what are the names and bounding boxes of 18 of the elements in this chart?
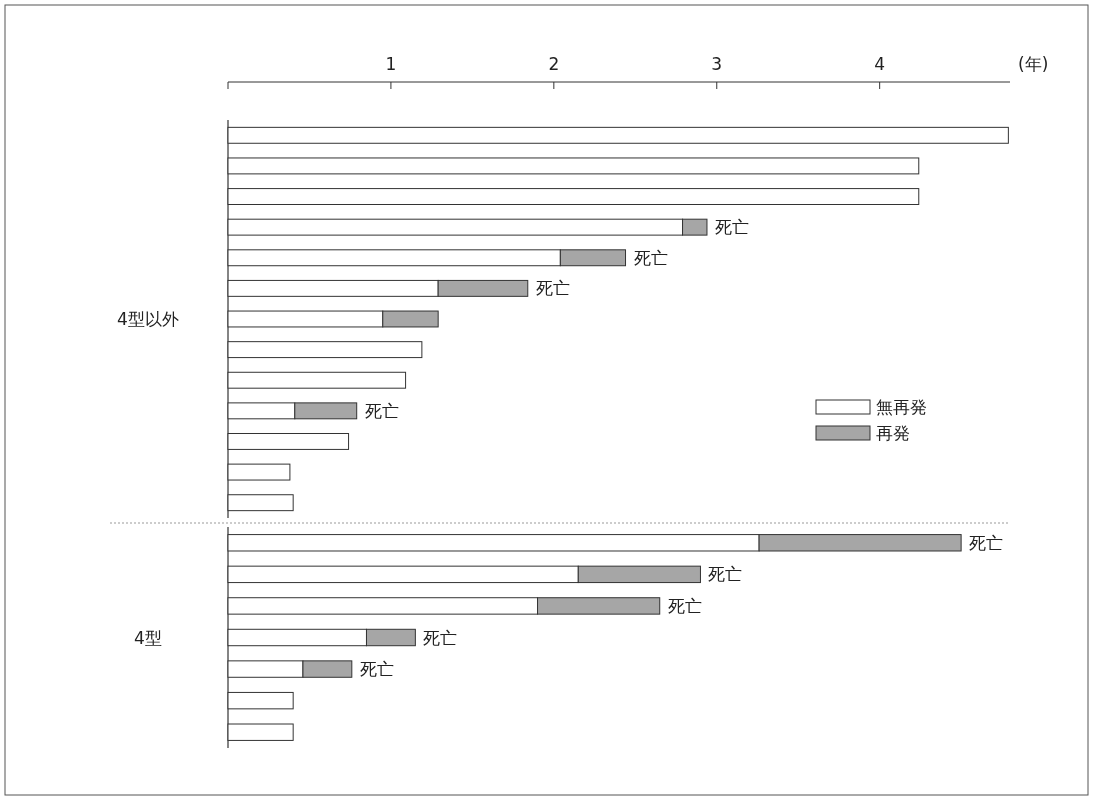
legend-label: 再発 xyxy=(876,423,910,443)
data-label: 死亡 xyxy=(423,627,458,648)
x-axis-title: (年) xyxy=(1018,54,1049,74)
y-axis-title: 4型 xyxy=(134,627,162,648)
data-label: 死亡 xyxy=(969,532,1004,553)
x-tick-label: 3 xyxy=(711,54,723,74)
x-tick-label: 4 xyxy=(874,54,886,74)
data-label: 死亡 xyxy=(708,564,743,585)
legend-label: 無再発 xyxy=(876,397,927,417)
y-axis-title: 4型以外 xyxy=(117,309,179,329)
x-tick-label: 1 xyxy=(385,54,397,74)
data-label: 死亡 xyxy=(714,217,749,238)
data-label: 死亡 xyxy=(364,400,399,421)
data-label: 死亡 xyxy=(633,247,668,268)
x-tick-label: 2 xyxy=(548,54,560,74)
data-label: 死亡 xyxy=(535,278,570,299)
data-label: 死亡 xyxy=(667,595,702,616)
data-label: 死亡 xyxy=(359,659,394,680)
